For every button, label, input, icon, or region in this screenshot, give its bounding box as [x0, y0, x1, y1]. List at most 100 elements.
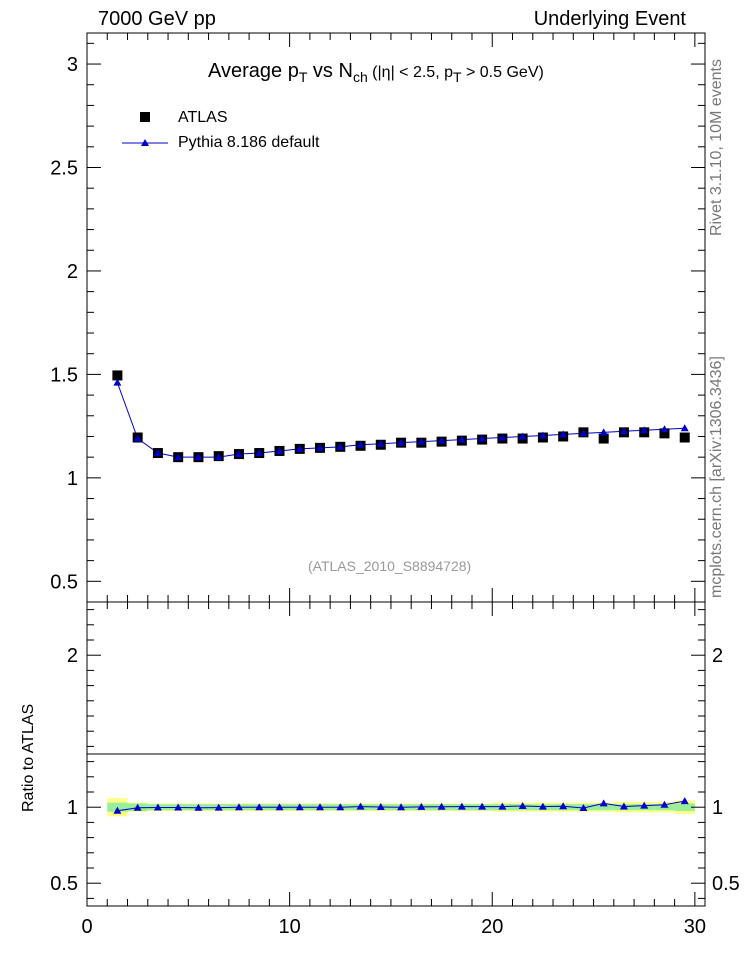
title-sub: T: [452, 69, 462, 85]
ratio-y-tick-label: 1: [67, 797, 78, 819]
mc-data-point: [153, 449, 162, 457]
x-tick-label: 0: [81, 916, 92, 938]
axes: 0 10 20 30 0.5 1 1.5 2 2.5 3 0.5 0.5 1 1 2 2: [50, 33, 740, 938]
ratio-data-point: [194, 803, 203, 811]
legend-marker-atlas: [140, 112, 150, 122]
title-sub: ch: [352, 69, 368, 85]
x-tick-label: 10: [278, 916, 300, 938]
ratio-data-point: [579, 803, 588, 811]
mc-data-point: [478, 434, 487, 442]
mc-data-point: [579, 429, 588, 437]
ratio-data-point: [275, 803, 284, 811]
mc-data-point: [518, 432, 527, 440]
ratio-data-point: [437, 802, 446, 810]
ratio-data-point: [538, 802, 547, 810]
y-tick-label: 1.5: [50, 364, 78, 386]
y-tick-label: 1: [67, 468, 78, 490]
ratio-data-point: [295, 803, 304, 811]
ratio-data-point: [397, 803, 406, 811]
mc-data-point: [457, 435, 466, 443]
ratio-data-point: [316, 803, 325, 811]
mc-data-point: [559, 430, 568, 438]
legend-label-atlas: ATLAS: [178, 109, 228, 126]
legend: ATLAS Pythia 8.186 default: [122, 109, 320, 151]
mc-data-point: [174, 453, 183, 461]
atlas-data-point: [679, 432, 690, 443]
ratio-data-point: [153, 803, 162, 811]
mc-data-point: [113, 378, 122, 386]
legend-marker-mc: [141, 139, 149, 146]
mc-data-point: [437, 436, 446, 444]
main-markers: [112, 370, 690, 463]
mc-data-point: [599, 428, 608, 436]
mc-data-point: [640, 426, 649, 434]
mc-data-point: [376, 439, 385, 447]
mc-data-point: [316, 443, 325, 451]
ratio-data-point: [113, 806, 122, 814]
mc-data-point: [660, 425, 669, 433]
mc-data-point: [417, 437, 426, 445]
mc-data-point: [397, 438, 406, 446]
ratio-data-point: [336, 803, 345, 811]
energy-label: 7000 GeV pp: [98, 8, 216, 30]
ratio-data-point: [478, 802, 487, 810]
y-tick-label: 2.5: [50, 157, 78, 179]
mc-data-point: [295, 444, 304, 452]
legend-label-mc: Pythia 8.186 default: [178, 134, 320, 151]
ratio-data-point: [660, 800, 669, 808]
ratio-band-inner: [674, 803, 695, 811]
ratio-y-tick-label: 2: [67, 645, 78, 667]
ratio-data-point: [255, 803, 264, 811]
ratio-data-point: [174, 803, 183, 811]
ratio-data-point: [133, 803, 142, 811]
mc-data-point: [538, 431, 547, 439]
mc-data-point: [255, 449, 264, 457]
ratio-y-tick-label: 0.5: [50, 873, 78, 895]
x-tick-label: 20: [481, 916, 503, 938]
ratio-band-inner: [593, 804, 614, 811]
atlas-data-point: [112, 370, 123, 381]
mc-data-point: [275, 446, 284, 454]
ratio-data-point: [640, 801, 649, 809]
ratio-data-point: [518, 801, 527, 809]
title-part: > 0.5 GeV): [461, 64, 544, 81]
ratio-data-point: [498, 802, 507, 810]
atlas-data-point: [598, 433, 609, 444]
mc-data-point: [619, 427, 628, 435]
atlas-data-point: [659, 428, 670, 439]
y-tick-label: 3: [67, 54, 78, 76]
ratio-data-point: [214, 803, 223, 811]
y-tick-label: 0.5: [50, 571, 78, 593]
ratio-y-tick-label-right: 1: [712, 797, 723, 819]
mc-data-point: [680, 424, 689, 432]
ratio-data-point: [619, 802, 628, 810]
title-part: vs N: [307, 60, 353, 82]
title-part: Average p: [208, 60, 299, 82]
ratio-data-point: [457, 802, 466, 810]
y-tick-label: 2: [67, 261, 78, 283]
ratio-data-point: [234, 803, 243, 811]
mc-data-point: [214, 453, 223, 461]
ratio-data-point: [559, 802, 568, 810]
ratio-y-tick-label-right: 0.5: [712, 873, 740, 895]
title-part: (|η| < 2.5, p: [367, 64, 453, 81]
ratio-data-point: [417, 802, 426, 810]
reference-label: (ATLAS_2010_S8894728): [308, 558, 472, 574]
mc-data-point: [234, 450, 243, 458]
mc-data-point: [336, 442, 345, 450]
ratio-data-point: [356, 802, 365, 810]
ratio-marks: [113, 797, 689, 814]
mc-data-point: [133, 434, 142, 442]
ratio-y-tick-label-right: 2: [712, 645, 723, 667]
analysis-category-label: Underlying Event: [533, 8, 686, 30]
mc-data-point: [356, 440, 365, 448]
chart-title: Average pT vs Nch (|η| < 2.5, pT > 0.5 G…: [208, 60, 544, 85]
ratio-data-point: [376, 803, 385, 811]
title-sub: T: [298, 69, 308, 85]
x-tick-label: 30: [684, 916, 706, 938]
ratio-data-point: [599, 799, 608, 807]
mc-data-point: [498, 433, 507, 441]
mc-data-point: [194, 453, 203, 461]
ratio-data-point: [680, 797, 689, 805]
